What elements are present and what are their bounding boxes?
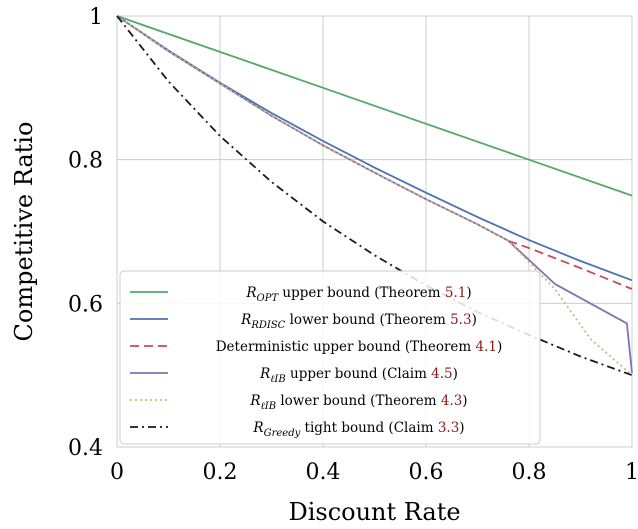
legend-entry-3: RℓIB upper bound (Claim 4.5) xyxy=(259,366,458,385)
x-axis-label: Discount Rate xyxy=(288,498,460,526)
y-tick-label: 1 xyxy=(89,5,103,30)
legend-entry-1: RRDISC lower bound (Theorem 5.3) xyxy=(240,312,477,331)
y-tick-label: 0.4 xyxy=(68,436,103,461)
legend-entry-2: Deterministic upper bound (Theorem 4.1) xyxy=(216,339,503,355)
legend: ROPT upper bound (Theorem 5.1) RRDISC low… xyxy=(119,270,541,445)
x-tick-label: 0.4 xyxy=(306,460,341,485)
x-tick-label: 0 xyxy=(110,460,124,485)
x-tick-labels: 0 0.2 0.4 0.6 0.8 1 xyxy=(110,460,638,485)
legend-box xyxy=(119,270,541,445)
plot-frame xyxy=(116,15,633,448)
x-tick-label: 1 xyxy=(625,460,638,485)
series-line-1 xyxy=(116,15,633,282)
y-axis-label: Competitive Ratio xyxy=(10,122,38,342)
y-tick-labels: 0.4 0.6 0.8 1 xyxy=(68,5,103,461)
x-tick-label: 0.2 xyxy=(203,460,238,485)
series-line-0 xyxy=(116,15,633,197)
series-line-4 xyxy=(116,15,633,376)
y-tick-label: 0.6 xyxy=(68,292,103,317)
y-tick-label: 0.8 xyxy=(68,149,103,174)
legend-entry-5: RGreedy tight bound (Claim 3.3) xyxy=(252,420,464,439)
x-tick-label: 0.8 xyxy=(512,460,547,485)
legend-entry-0: ROPT upper bound (Theorem 5.1) xyxy=(245,285,471,304)
legend-entry-4: RℓIB lower bound (Theorem 4.3) xyxy=(249,393,467,412)
series-lines xyxy=(116,15,633,377)
x-tick-label: 0.6 xyxy=(409,460,444,485)
series-line-5 xyxy=(116,15,633,377)
series-line-2 xyxy=(508,239,633,290)
